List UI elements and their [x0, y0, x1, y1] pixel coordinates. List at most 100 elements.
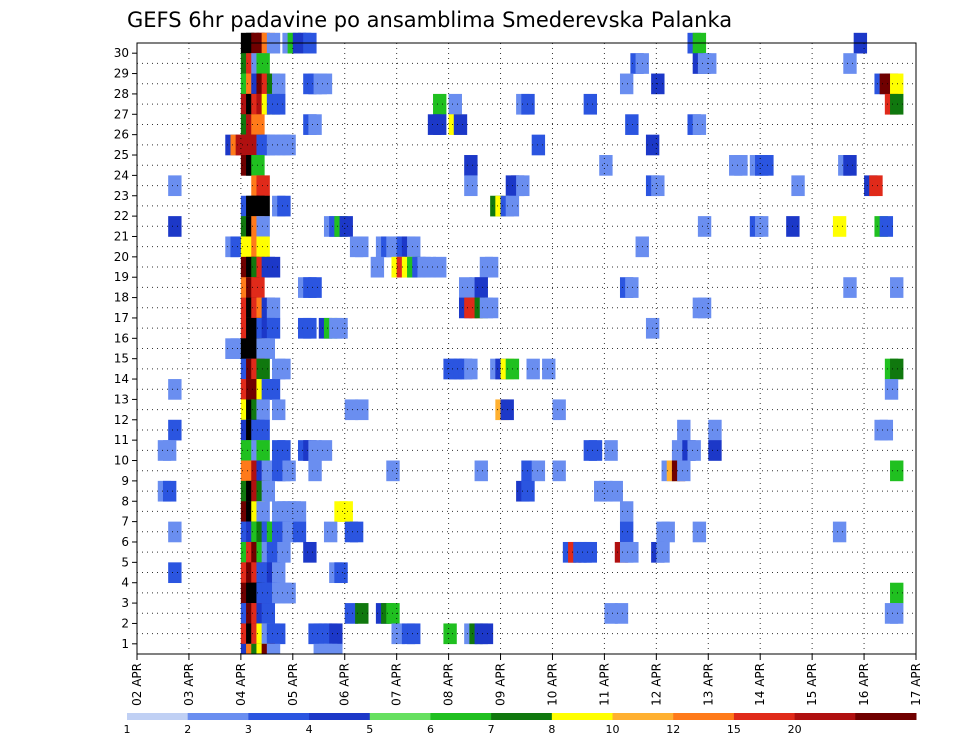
heatmap-cell: [760, 155, 774, 176]
y-tick-label: 11: [114, 433, 129, 447]
heatmap-cell: [697, 297, 712, 319]
heatmap-cell: [464, 358, 478, 380]
heatmap-cell: [256, 358, 270, 380]
heatmap-cell: [282, 582, 296, 604]
y-tick-label: 18: [114, 291, 129, 305]
heatmap-cell: [339, 501, 353, 522]
heatmap-cell: [484, 297, 499, 319]
heatmap-cell: [355, 603, 369, 624]
colorbar-swatch: [369, 713, 431, 720]
heatmap-cell: [266, 256, 281, 278]
y-tick-label: 29: [114, 67, 129, 81]
colorbar-swatch: [855, 713, 917, 720]
heatmap-cell: [832, 216, 847, 237]
heatmap-cell: [303, 541, 317, 563]
heatmap-cell: [583, 93, 598, 115]
heatmap-cell: [588, 440, 603, 461]
heatmap-cell: [531, 460, 546, 482]
x-tick-label: 13 APR: [701, 663, 715, 706]
x-tick-label: 03 APR: [182, 663, 196, 706]
y-tick-label: 1: [121, 637, 129, 651]
heatmap-cell: [256, 175, 270, 197]
heatmap-cell: [890, 603, 904, 624]
x-tick-label: 05 APR: [286, 663, 300, 706]
heatmap-cell: [734, 155, 748, 176]
heatmap-cell: [692, 521, 707, 543]
colorbar-swatch: [551, 713, 614, 720]
heatmap-cell: [323, 521, 338, 543]
y-tick-label: 4: [121, 576, 129, 590]
colorbar-swatch: [430, 713, 492, 720]
heatmap-cell: [407, 236, 421, 258]
heatmap-cell: [277, 440, 291, 461]
x-tick-label: 06 APR: [338, 663, 352, 706]
heatmap-cell: [266, 297, 281, 319]
heatmap-cell: [433, 256, 447, 278]
heatmap-cell: [277, 195, 291, 217]
heatmap-cell: [464, 175, 478, 197]
heatmap-cell: [604, 603, 618, 624]
y-tick-label: 19: [114, 270, 129, 284]
heatmap-cell: [526, 358, 540, 380]
heatmap-cell: [318, 73, 333, 95]
heatmap-cell: [843, 155, 857, 176]
heatmap-cell: [697, 216, 712, 237]
colorbar-swatch: [673, 713, 735, 720]
heatmap-cell: [355, 399, 369, 421]
heatmap-cell: [349, 521, 364, 543]
heatmap-cell: [479, 623, 494, 645]
heatmap-cell: [619, 501, 634, 522]
heatmap-cell: [879, 419, 894, 441]
y-tick-label: 15: [114, 352, 129, 366]
heatmap-cell: [272, 73, 286, 95]
heatmap-cell: [391, 623, 405, 645]
x-tick-label: 15 APR: [805, 663, 819, 706]
heatmap-cell: [604, 440, 618, 461]
heatmap-cell: [256, 399, 270, 421]
heatmap-cell: [329, 643, 343, 655]
heatmap-cell: [619, 521, 634, 543]
heatmap-cell: [329, 623, 343, 645]
x-tick-label: 07 APR: [390, 663, 404, 706]
x-axis: 02 APR 03 APR 04 APR 05 APR 06 APR 07 APR 08 A…: [130, 654, 923, 706]
heatmap-cell: [614, 603, 629, 624]
heatmap-cell: [308, 460, 322, 482]
heatmap-cell: [308, 114, 322, 135]
y-tick-label: 7: [121, 515, 129, 529]
heatmap-cell: [266, 643, 281, 655]
colorbar-label: 12: [666, 723, 680, 736]
y-tick-label: 20: [114, 250, 129, 264]
heatmap-cell: [272, 399, 286, 421]
heatmap-cell: [890, 582, 904, 604]
x-tick-label: 02 APR: [130, 663, 144, 706]
heatmap-cell: [266, 379, 281, 400]
y-tick-label: 16: [114, 331, 129, 345]
y-tick-label: 3: [121, 596, 129, 610]
heatmap-cell: [272, 562, 286, 584]
heatmap-cell: [671, 440, 686, 461]
grid-lines: [137, 42, 916, 654]
heatmap-cell: [458, 277, 473, 298]
x-tick-label: 12 APR: [649, 663, 663, 706]
colorbar-label: 10: [606, 723, 620, 736]
y-tick-label: 17: [114, 311, 129, 325]
colorbar-label: 20: [788, 723, 802, 736]
heatmap-cell: [843, 53, 857, 74]
heatmap-cell: [890, 93, 904, 115]
heatmap-cell: [832, 521, 847, 543]
heatmap-cell: [869, 175, 883, 197]
heatmap-cell: [433, 114, 447, 135]
colorbar-label: 3: [245, 723, 252, 736]
y-tick-label: 26: [114, 128, 129, 142]
colorbar-swatch: [187, 713, 249, 720]
y-tick-label: 25: [114, 148, 129, 162]
y-tick-label: 28: [114, 87, 129, 101]
heatmap-cell: [168, 216, 182, 237]
heatmap-cell: [277, 358, 291, 380]
heatmap-cell: [266, 317, 281, 339]
heatmap-cell: [583, 541, 598, 563]
heatmap-cell: [791, 175, 805, 197]
colorbar-swatch: [794, 713, 856, 720]
heatmap-cell: [168, 562, 182, 584]
